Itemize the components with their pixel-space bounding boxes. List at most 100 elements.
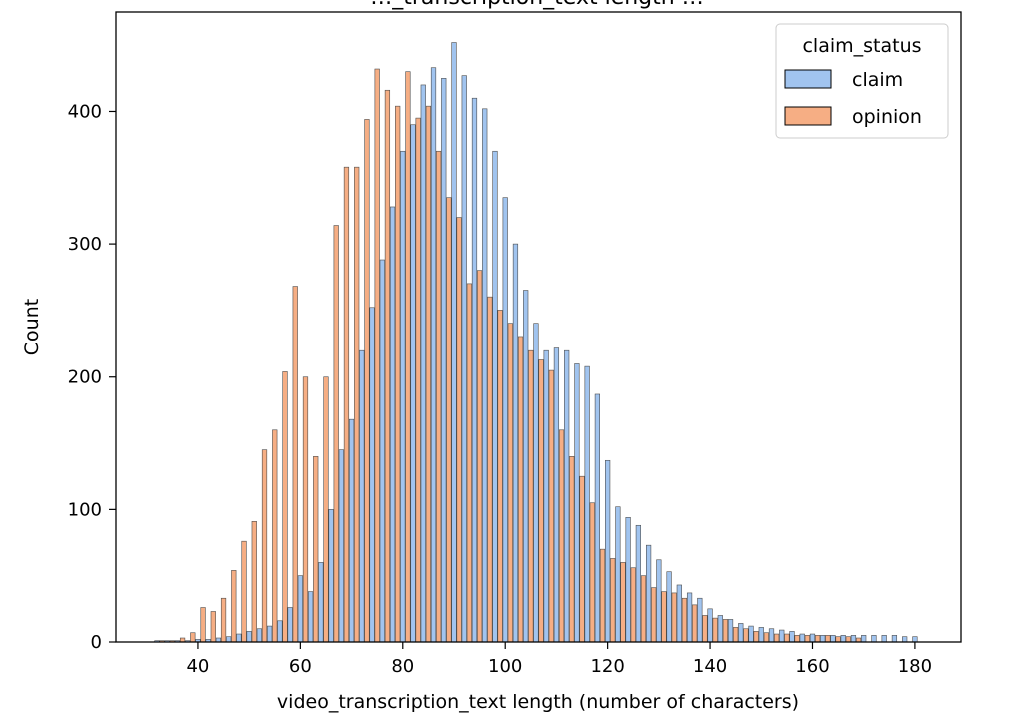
claim-bar — [369, 307, 375, 643]
claim-bar — [717, 615, 723, 643]
opinion-bar — [661, 591, 667, 643]
legend: claim_status claim opinion — [775, 23, 949, 139]
x-tick-label: 80 — [391, 656, 414, 677]
opinion-bar — [733, 627, 739, 643]
opinion-bar — [343, 166, 350, 643]
claim-bar — [676, 584, 682, 643]
claim-bar — [605, 459, 611, 643]
claim-bar — [379, 259, 385, 643]
opinion-bar — [835, 636, 841, 643]
opinion-bar — [251, 521, 257, 643]
claim-bar — [543, 349, 549, 643]
legend-swatch-claim — [784, 69, 832, 89]
opinion-bars — [159, 68, 862, 643]
claim-bar — [727, 619, 734, 643]
opinion-bar — [302, 376, 309, 643]
opinion-bar — [569, 456, 575, 643]
opinion-bar — [425, 105, 431, 643]
opinion-bar — [507, 323, 513, 643]
claim-bar — [441, 78, 447, 643]
claim-bar — [492, 150, 498, 643]
claim-bars — [154, 42, 918, 643]
opinion-bar — [712, 617, 718, 643]
claim-bar — [881, 635, 887, 643]
claim-bar — [523, 290, 529, 643]
claim-bar — [666, 571, 672, 643]
claim-bar — [809, 633, 816, 643]
opinion-bar — [210, 611, 216, 643]
claim-bar — [861, 635, 867, 643]
opinion-bar — [220, 597, 227, 643]
claim-bar — [348, 418, 355, 643]
claim-bar — [686, 592, 693, 643]
opinion-bar — [753, 631, 759, 643]
opinion-bar — [313, 456, 319, 643]
opinion-bar — [354, 166, 360, 643]
y-axis-label: Count — [21, 299, 43, 355]
opinion-bar — [384, 89, 391, 643]
opinion-bar — [538, 359, 544, 643]
claim-bar — [656, 559, 662, 643]
y-tick-label: 400 — [68, 101, 102, 122]
claim-bar — [389, 206, 396, 643]
claim-bar — [553, 347, 560, 643]
opinion-bar — [364, 119, 370, 643]
claim-bar — [779, 629, 785, 643]
claim-bar — [758, 627, 764, 643]
opinion-bar — [845, 636, 851, 643]
opinion-bar — [231, 570, 237, 643]
claim-bar — [768, 628, 775, 643]
opinion-bar — [743, 628, 749, 643]
opinion-bar — [784, 633, 790, 643]
x-axis-ticks: 40 60 80 100 120 140 160 180 — [186, 642, 932, 677]
opinion-bar — [261, 449, 268, 643]
opinion-bar — [651, 587, 657, 643]
claim-bar — [318, 562, 324, 643]
opinion-bar — [374, 68, 380, 643]
claim-bar — [707, 608, 713, 643]
claim-bar — [287, 607, 293, 643]
y-tick-label: 100 — [68, 499, 102, 520]
y-tick-label: 0 — [91, 632, 102, 653]
opinion-bar — [395, 105, 401, 643]
chart-title: …_transcription_text length … — [370, 0, 703, 10]
opinion-bar — [456, 217, 462, 643]
y-tick-label: 200 — [68, 367, 102, 388]
opinion-bar — [548, 369, 554, 643]
claim-bar — [461, 75, 467, 643]
opinion-bar — [763, 632, 770, 643]
claim-bar — [738, 623, 744, 643]
y-axis-ticks: 0 100 200 300 400 — [68, 101, 116, 653]
claim-bar — [574, 363, 580, 643]
opinion-bar — [241, 540, 247, 643]
claim-bar — [256, 628, 262, 643]
claim-bar — [246, 631, 252, 643]
claim-bar — [277, 620, 283, 643]
opinion-bar — [558, 429, 565, 643]
opinion-bar — [323, 376, 329, 643]
opinion-bar — [415, 117, 421, 643]
claim-bar — [830, 635, 836, 643]
claim-bar — [533, 323, 539, 643]
claim-bar — [697, 597, 703, 643]
opinion-bar — [517, 336, 524, 643]
claim-bar — [502, 197, 508, 643]
claim-bar — [359, 349, 365, 643]
opinion-bar — [190, 632, 196, 643]
x-tick-label: 40 — [186, 656, 209, 677]
claim-bar — [307, 591, 314, 643]
x-tick-label: 180 — [898, 656, 932, 677]
opinion-bar — [610, 558, 616, 643]
claim-bar — [338, 449, 344, 643]
claim-bar — [451, 42, 457, 643]
opinion-bar — [671, 592, 677, 643]
claim-bar — [645, 544, 652, 643]
opinion-bar — [333, 225, 339, 643]
claim-bar — [236, 633, 242, 643]
claim-bar — [840, 635, 846, 643]
opinion-bar — [681, 597, 688, 643]
legend-swatch-opinion — [784, 106, 832, 126]
opinion-bar — [446, 197, 452, 643]
opinion-bar — [272, 429, 278, 643]
claim-bar — [226, 636, 232, 643]
